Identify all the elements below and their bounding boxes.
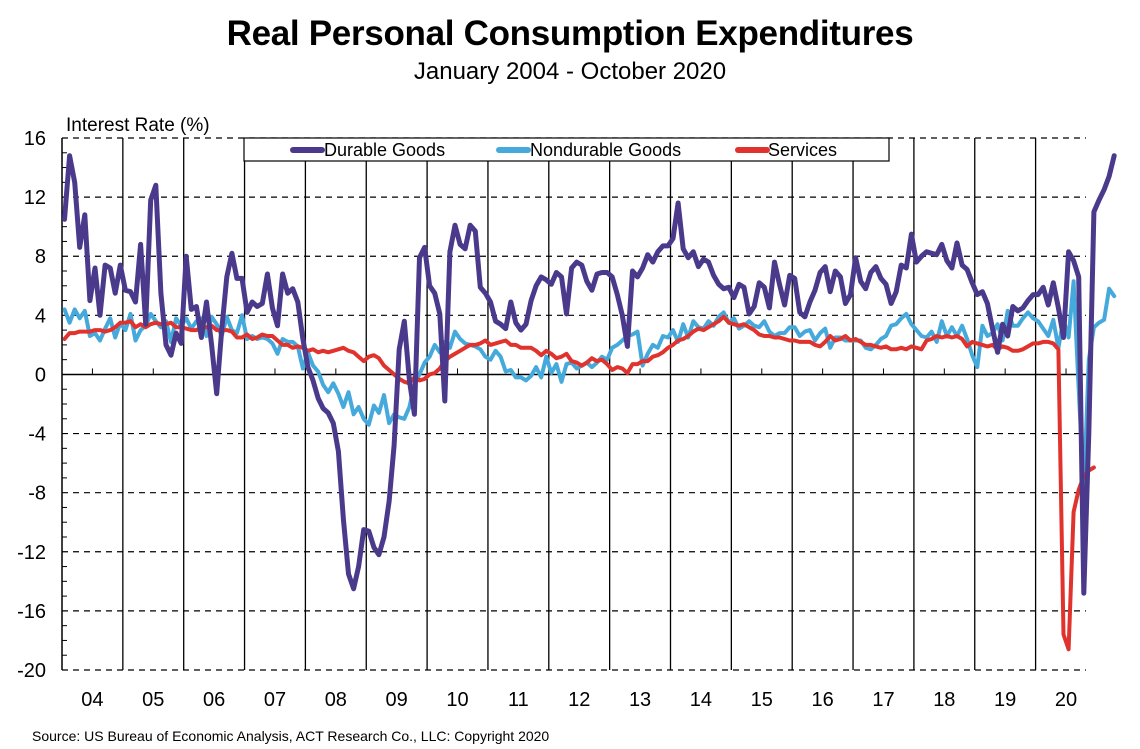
- chart-subtitle: January 2004 - October 2020: [413, 58, 727, 85]
- chart-title: Real Personal Consumption Expenditures: [226, 14, 914, 53]
- y-tick-label: -16: [17, 601, 46, 623]
- x-tick-label: 08: [325, 689, 347, 711]
- x-tick-label: 10: [446, 689, 468, 711]
- y-tick-label: -4: [28, 424, 46, 446]
- x-tick-label: 11: [508, 689, 529, 711]
- y-tick-label: -8: [28, 483, 46, 505]
- x-tick-label: 16: [812, 689, 834, 711]
- source-note: Source: US Bureau of Economic Analysis, …: [32, 728, 550, 744]
- x-tick-label: 04: [81, 689, 103, 711]
- x-tick-label: 15: [751, 689, 773, 711]
- series-line-nondurable-goods: [62, 279, 1117, 495]
- x-tick-label: 17: [872, 689, 894, 711]
- series-line-services: [62, 314, 1096, 652]
- x-tick-label: 19: [994, 689, 1016, 711]
- x-tick-label: 05: [142, 689, 164, 711]
- y-tick-label: 12: [24, 187, 46, 209]
- x-tick-label: 09: [386, 689, 408, 711]
- series-line-durable-goods: [62, 153, 1117, 596]
- legend-label-nondurable-goods: Nondurable Goods: [530, 140, 681, 160]
- legend-label-services: Services: [768, 140, 837, 160]
- y-tick-label: 4: [35, 305, 46, 327]
- x-tick-label: 20: [1055, 689, 1077, 711]
- series-lines: [62, 153, 1117, 652]
- y-axis-label: Interest Rate (%): [66, 115, 210, 136]
- y-tick-label: 8: [35, 246, 46, 268]
- x-tick-label: 14: [690, 689, 712, 711]
- y-tick-label: -12: [17, 542, 46, 564]
- x-tick-label: 18: [933, 689, 955, 711]
- x-tick-label: 06: [203, 689, 225, 711]
- x-tick-label: 12: [568, 689, 590, 711]
- y-tick-label: 0: [35, 364, 46, 386]
- y-tick-label: 16: [24, 128, 46, 150]
- axes: 16 12 8 4 0 -4 -8 -12 -16 -20 04 05 06 07 08 09 10 11 12 13…: [17, 128, 1086, 711]
- legend: Durable Goods Nondurable Goods Services: [243, 137, 890, 162]
- grid-lines: [62, 137, 1086, 671]
- x-tick-label: 13: [629, 689, 651, 711]
- y-tick-label: -20: [17, 660, 46, 682]
- legend-label-durable-goods: Durable Goods: [324, 140, 445, 160]
- x-tick-label: 07: [264, 689, 286, 711]
- legend-box: [243, 137, 890, 162]
